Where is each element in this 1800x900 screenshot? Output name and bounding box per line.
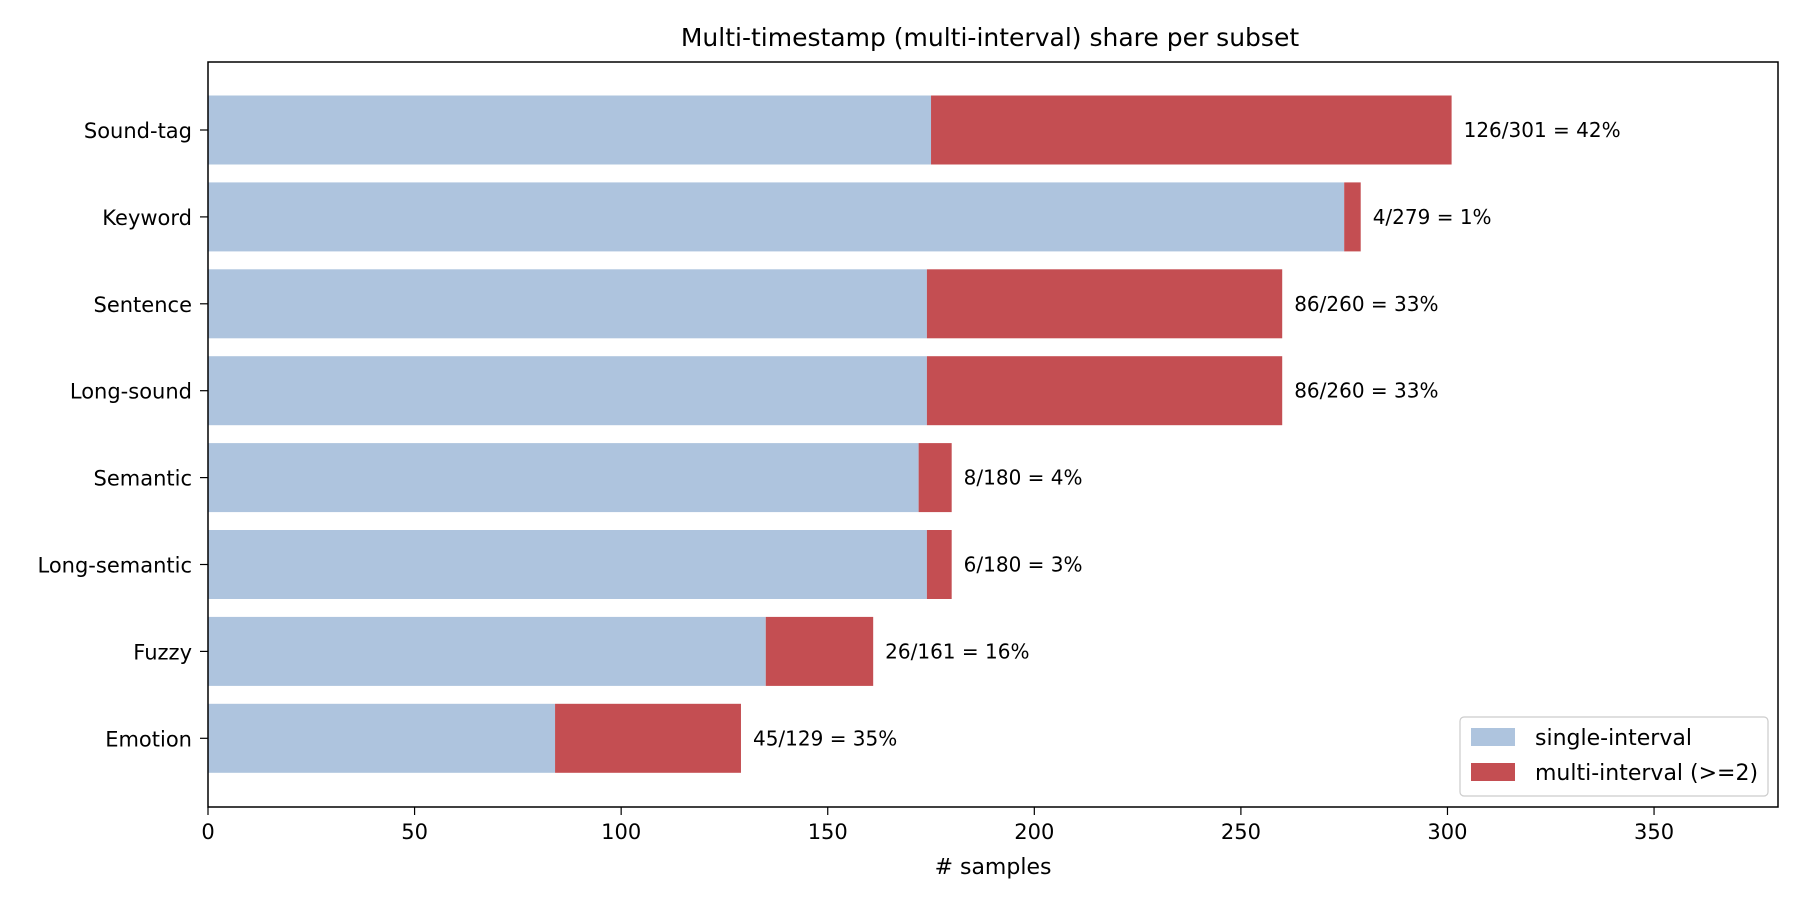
y-tick-label-emotion: Emotion: [105, 727, 192, 751]
x-tick-label-150: 150: [808, 820, 848, 844]
bars-layer: [208, 95, 1452, 773]
bar-long-sound-multi-interval: [926, 356, 1283, 426]
bar-keyword-multi-interval: [1344, 182, 1361, 252]
bar-fuzzy-multi-interval: [765, 616, 874, 686]
data-label-semantic: 8/180 = 4%: [964, 466, 1083, 490]
legend-box: [1459, 716, 1769, 797]
data-label-sentence: 86/260 = 33%: [1294, 292, 1438, 316]
y-tick-label-long-sound: Long-sound: [70, 380, 192, 404]
data-label-fuzzy: 26/161 = 16%: [885, 639, 1029, 663]
plot-frame: [207, 61, 1779, 808]
data-label-keyword: 4/279 = 1%: [1373, 205, 1492, 229]
bar-long-sound-single-interval: [208, 356, 927, 426]
bar-sentence-single-interval: [208, 269, 927, 339]
bar-emotion-single-interval: [208, 703, 556, 773]
y-tick-label-semantic: Semantic: [94, 467, 193, 491]
legend: single-interval multi-interval (>=2): [1459, 716, 1769, 797]
y-tick-label-sentence: Sentence: [94, 293, 193, 317]
data-label-emotion: 45/129 = 35%: [753, 726, 897, 750]
legend-label-multi-interval: multi-interval (>=2): [1535, 761, 1758, 786]
x-axis-ticks: 0 50 100 150 200 250 300 350: [201, 807, 1674, 844]
x-tick-label-300: 300: [1427, 820, 1467, 844]
bar-semantic-multi-interval: [918, 443, 952, 513]
data-labels-layer: 126/301 = 42% 4/279 = 1% 86/260 = 33% 86/26…: [753, 118, 1621, 750]
y-tick-label-long-semantic: Long-semantic: [37, 554, 192, 578]
x-tick-label-50: 50: [401, 820, 428, 844]
bar-long-semantic-single-interval: [208, 530, 927, 599]
bar-keyword-single-interval: [208, 182, 1345, 252]
x-tick-label-350: 350: [1634, 820, 1674, 844]
x-tick-label-0: 0: [201, 820, 214, 844]
x-tick-label-250: 250: [1221, 820, 1261, 844]
data-label-sound-tag: 126/301 = 42%: [1464, 118, 1621, 142]
y-tick-label-keyword: Keyword: [102, 206, 192, 230]
x-tick-label-200: 200: [1014, 820, 1054, 844]
bar-emotion-multi-interval: [555, 703, 741, 773]
bar-long-semantic-multi-interval: [926, 530, 952, 599]
bar-sentence-multi-interval: [926, 269, 1283, 339]
bar-semantic-single-interval: [208, 443, 919, 513]
y-tick-label-fuzzy: Fuzzy: [133, 640, 192, 664]
legend-swatch-single-interval: [1471, 728, 1515, 746]
legend-label-single-interval: single-interval: [1535, 726, 1692, 751]
bar-fuzzy-single-interval: [208, 616, 766, 686]
x-tick-label-100: 100: [601, 820, 641, 844]
data-label-long-semantic: 6/180 = 3%: [964, 553, 1083, 577]
chart-title: Multi-timestamp (multi-interval) share p…: [681, 23, 1299, 52]
x-axis-label: # samples: [935, 855, 1052, 880]
bar-sound-tag-multi-interval: [931, 95, 1452, 165]
bar-sound-tag-single-interval: [208, 95, 932, 165]
y-tick-label-sound-tag: Sound-tag: [84, 119, 192, 143]
y-axis-ticks: Sound-tag Keyword Sentence Long-sound Semant…: [37, 119, 208, 751]
legend-swatch-multi-interval: [1471, 763, 1515, 781]
data-label-long-sound: 86/260 = 33%: [1294, 379, 1438, 403]
